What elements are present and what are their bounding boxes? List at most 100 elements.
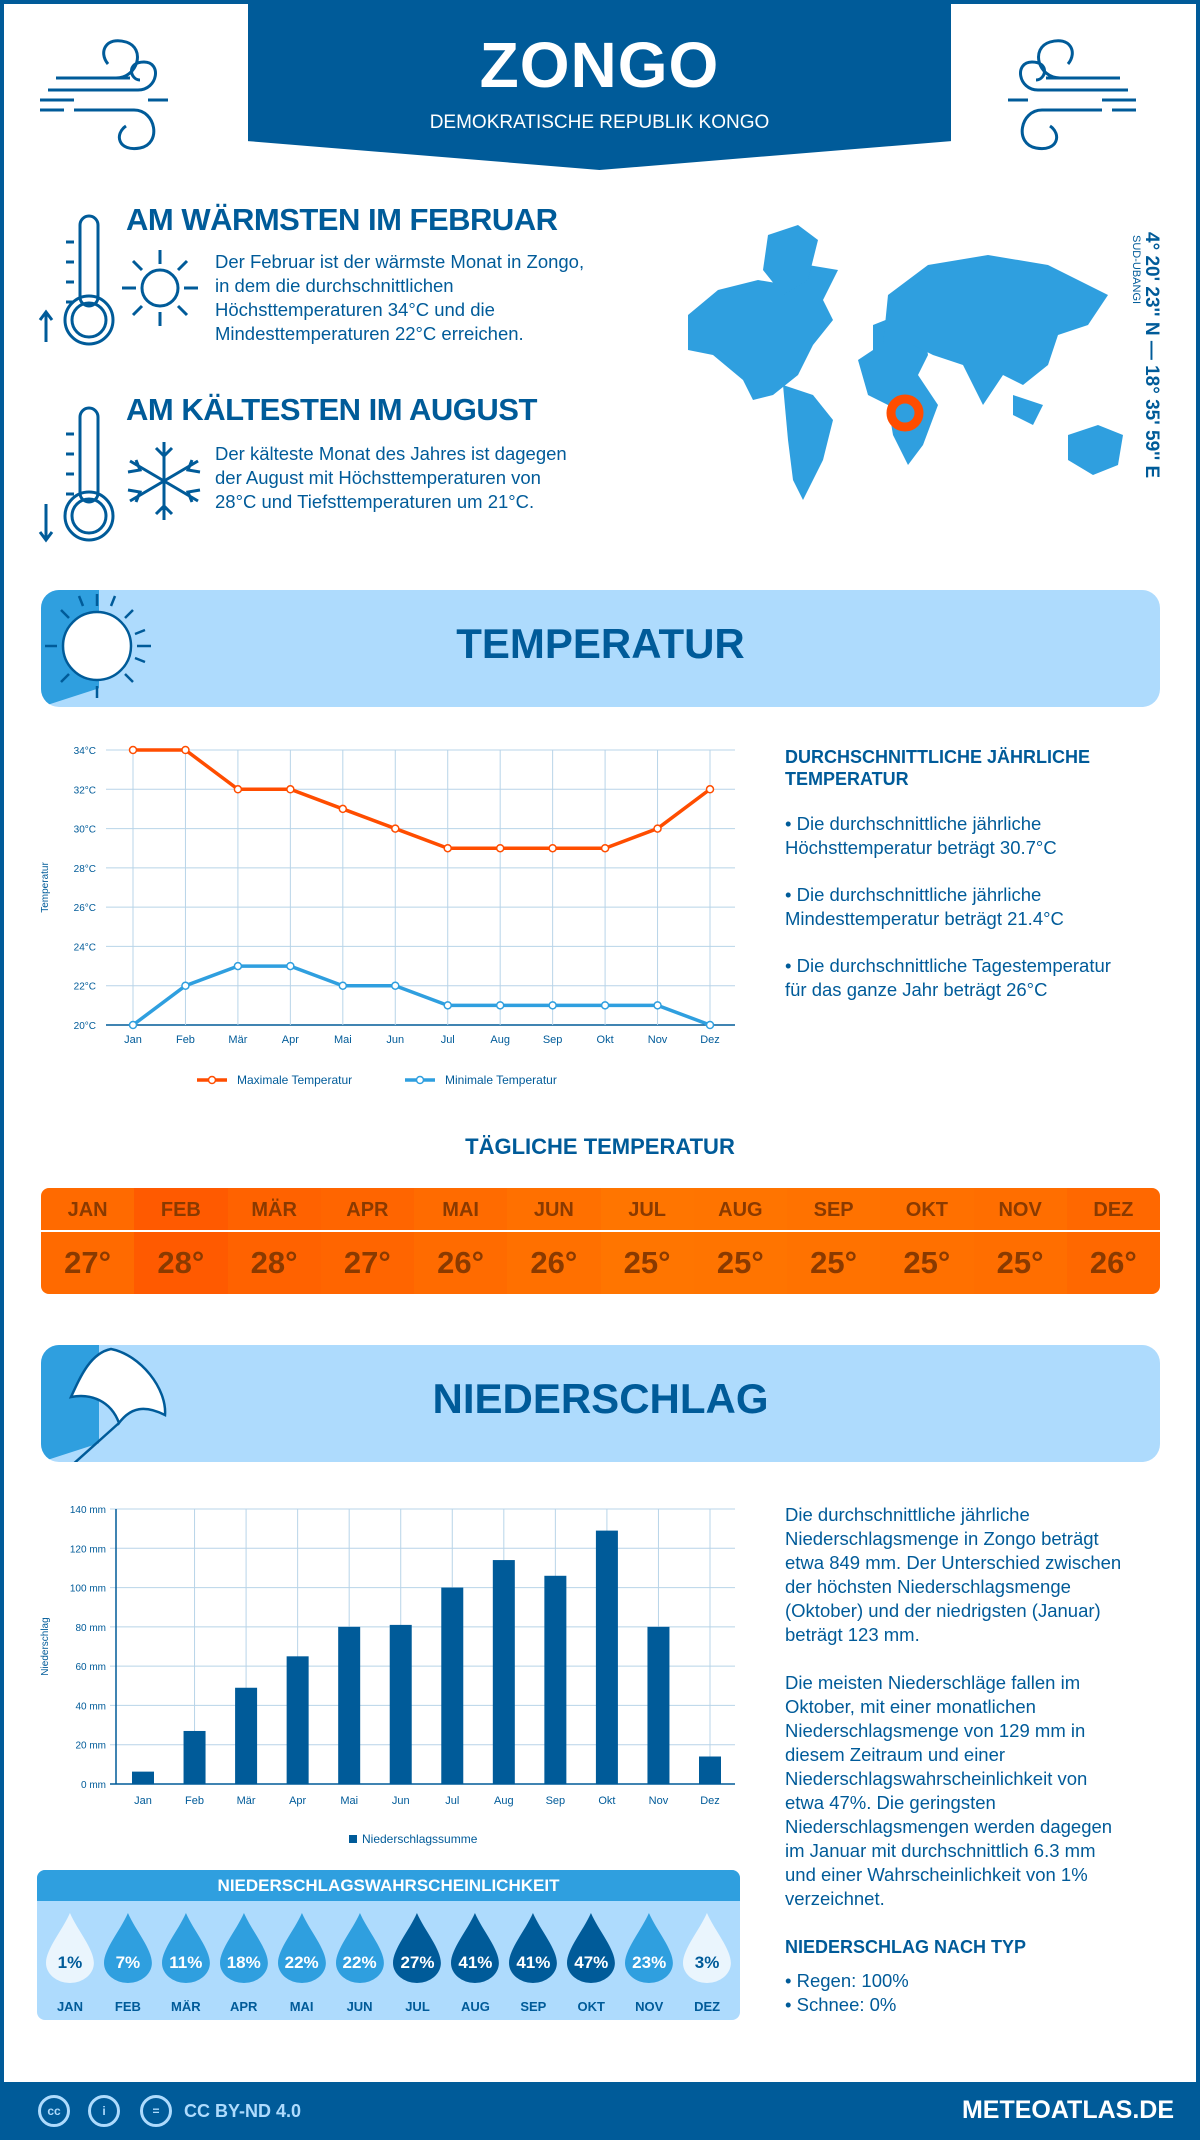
x-tick-label: Mär bbox=[228, 1034, 247, 1046]
month-label: OKT bbox=[880, 1188, 974, 1232]
summary-avg: • Die durchschnittliche Tagestemperatur f… bbox=[785, 954, 1185, 1002]
raindrop-icon bbox=[683, 1913, 731, 1983]
month-label: JAN bbox=[56, 1999, 83, 2014]
daily-temp-2: MÄR 28° bbox=[227, 1188, 321, 1294]
warmest-text: Der Februar ist der wärmste Monat in Zon… bbox=[215, 251, 585, 272]
footer: cc i = CC BY-ND 4.0 METEOATLAS.DE bbox=[0, 2082, 1200, 2140]
warmest-text: in dem die durchschnittlichen bbox=[215, 275, 454, 296]
bar bbox=[595, 1530, 618, 1784]
header-banner bbox=[248, 0, 951, 170]
data-point bbox=[548, 843, 557, 853]
temp-value: 25° bbox=[996, 1245, 1044, 1280]
paragraph-line: etwa 849 mm. Der Unterschied zwischen bbox=[785, 1552, 1122, 1573]
x-tick-label: Mai bbox=[334, 1034, 352, 1046]
y-tick-label: 24°C bbox=[74, 942, 96, 953]
probability-value: 3% bbox=[694, 1953, 720, 1972]
x-tick-label: Aug bbox=[490, 1034, 510, 1046]
snowflake-icon bbox=[127, 442, 201, 520]
raindrop-icon bbox=[451, 1913, 500, 1983]
data-point bbox=[286, 961, 295, 971]
temp-value: 25° bbox=[903, 1245, 951, 1280]
y-tick-label: 34°C bbox=[74, 746, 96, 757]
paragraph-line: Niederschlagsmenge von 129 mm in bbox=[785, 1720, 1086, 1741]
data-point bbox=[233, 785, 243, 794]
series-line bbox=[133, 748, 712, 850]
bar bbox=[492, 1560, 515, 1784]
y-tick-label: 120 mm bbox=[70, 1544, 106, 1555]
y-tick-label: 20 mm bbox=[75, 1741, 106, 1752]
probability-drop: 11% MÄR bbox=[157, 1901, 215, 2014]
raindrop-icon bbox=[103, 1913, 152, 1983]
raindrop-icon bbox=[161, 1913, 210, 1983]
x-tick-label: Mär bbox=[237, 1795, 256, 1807]
data-point bbox=[338, 981, 348, 990]
sun-icon bbox=[45, 594, 151, 698]
x-tick-label: Okt bbox=[597, 1034, 614, 1046]
y-tick-label: 22°C bbox=[74, 982, 96, 993]
data-point bbox=[653, 824, 662, 833]
bar bbox=[286, 1656, 309, 1784]
paragraph-line: Die meisten Niederschläge fallen im bbox=[785, 1672, 1081, 1693]
x-tick-label: Jun bbox=[392, 1795, 410, 1807]
license-label[interactable]: CC BY-ND 4.0 bbox=[184, 2101, 302, 2121]
daily-temp-11: DEZ 26° bbox=[1066, 1188, 1160, 1294]
paragraph-line: etwa 47%. Die geringsten bbox=[785, 1792, 996, 1813]
paragraph-line: Niederschlagswahrscheinlichkeit von bbox=[785, 1768, 1088, 1789]
temp-value: 25° bbox=[716, 1245, 764, 1280]
y-tick-label: 80 mm bbox=[75, 1623, 106, 1634]
temperature-chart: 20°C 22°C 24°C 26°C 28°C 30°C 32°C 34°C Jan Feb Mä… bbox=[40, 745, 735, 1087]
temp-value: 27° bbox=[343, 1245, 391, 1280]
paragraph-line: diesem Zeitraum und einer bbox=[785, 1744, 1006, 1765]
summary-line: • Die durchschnittliche jährliche bbox=[785, 884, 1042, 905]
raindrop-icon bbox=[567, 1913, 616, 1983]
daily-temp-9: OKT 25° bbox=[880, 1188, 974, 1294]
data-point bbox=[286, 785, 295, 794]
temp-value: 25° bbox=[810, 1245, 858, 1280]
month-label: MAI bbox=[289, 1999, 314, 2014]
probability-value: 22% bbox=[284, 1953, 319, 1972]
data-point bbox=[548, 1001, 557, 1010]
region-label: SUD-UBANGI bbox=[1130, 235, 1142, 305]
site-link[interactable]: METEOATLAS.DE bbox=[961, 2096, 1174, 2124]
bar bbox=[183, 1730, 206, 1784]
daily-temp-8: SEP 25° bbox=[787, 1188, 881, 1294]
x-tick-label: Okt bbox=[598, 1795, 615, 1807]
daily-temp-10: NOV 25° bbox=[973, 1188, 1067, 1294]
probability-value: 11% bbox=[169, 1953, 203, 1972]
probability-drop: 23% NOV bbox=[620, 1901, 678, 2014]
data-point bbox=[443, 1001, 452, 1010]
month-label: AUG bbox=[460, 1999, 490, 2014]
legend-label: Minimale Temperatur bbox=[445, 1073, 557, 1087]
month-label: DEZ bbox=[694, 1999, 721, 2014]
bar bbox=[441, 1587, 464, 1784]
month-label: JUN bbox=[507, 1188, 601, 1232]
data-point bbox=[391, 824, 400, 833]
paragraph-line: (Oktober) und der niedrigsten (Januar) bbox=[785, 1600, 1101, 1621]
precipitation-type-heading: NIEDERSCHLAG NACH TYP bbox=[785, 1937, 1027, 1957]
bar bbox=[647, 1626, 670, 1784]
temp-value: 28° bbox=[250, 1245, 298, 1280]
series-line bbox=[131, 964, 711, 1027]
precipitation-section-header: NIEDERSCHLAG bbox=[41, 1345, 1160, 1462]
temp-value: 28° bbox=[157, 1245, 205, 1280]
y-tick-label: 26°C bbox=[74, 903, 96, 914]
data-point bbox=[495, 843, 505, 853]
coldest-text: der August mit Höchsttemperaturen von bbox=[215, 467, 541, 488]
raindrop-icon bbox=[219, 1913, 268, 1983]
paragraph-line: der höchsten Niederschlagsmenge bbox=[785, 1576, 1071, 1597]
summary-line: • Die durchschnittliche jährliche bbox=[785, 813, 1042, 834]
daily-temp-7: AUG 25° bbox=[693, 1188, 787, 1294]
paragraph-line: im Januar mit durchschnittlich 6.3 mm bbox=[785, 1840, 1096, 1861]
month-label: NOV bbox=[973, 1188, 1067, 1232]
thermometer-down-icon bbox=[38, 406, 115, 543]
month-label: FEB bbox=[134, 1188, 228, 1232]
y-tick-label: 32°C bbox=[74, 785, 96, 796]
month-label: MÄR bbox=[171, 1999, 201, 2014]
probability-drop: 1% JAN bbox=[41, 1901, 99, 2014]
probability-heading: NIEDERSCHLAGSWAHRSCHEINLICHKEIT bbox=[37, 1870, 740, 1901]
month-label: SEP bbox=[520, 1999, 547, 2014]
data-point bbox=[128, 1020, 138, 1030]
wind-icon bbox=[40, 39, 168, 151]
y-tick-label: 60 mm bbox=[75, 1662, 106, 1673]
warmest-text: Mindesttemperaturen 22°C erreichen. bbox=[215, 323, 524, 344]
